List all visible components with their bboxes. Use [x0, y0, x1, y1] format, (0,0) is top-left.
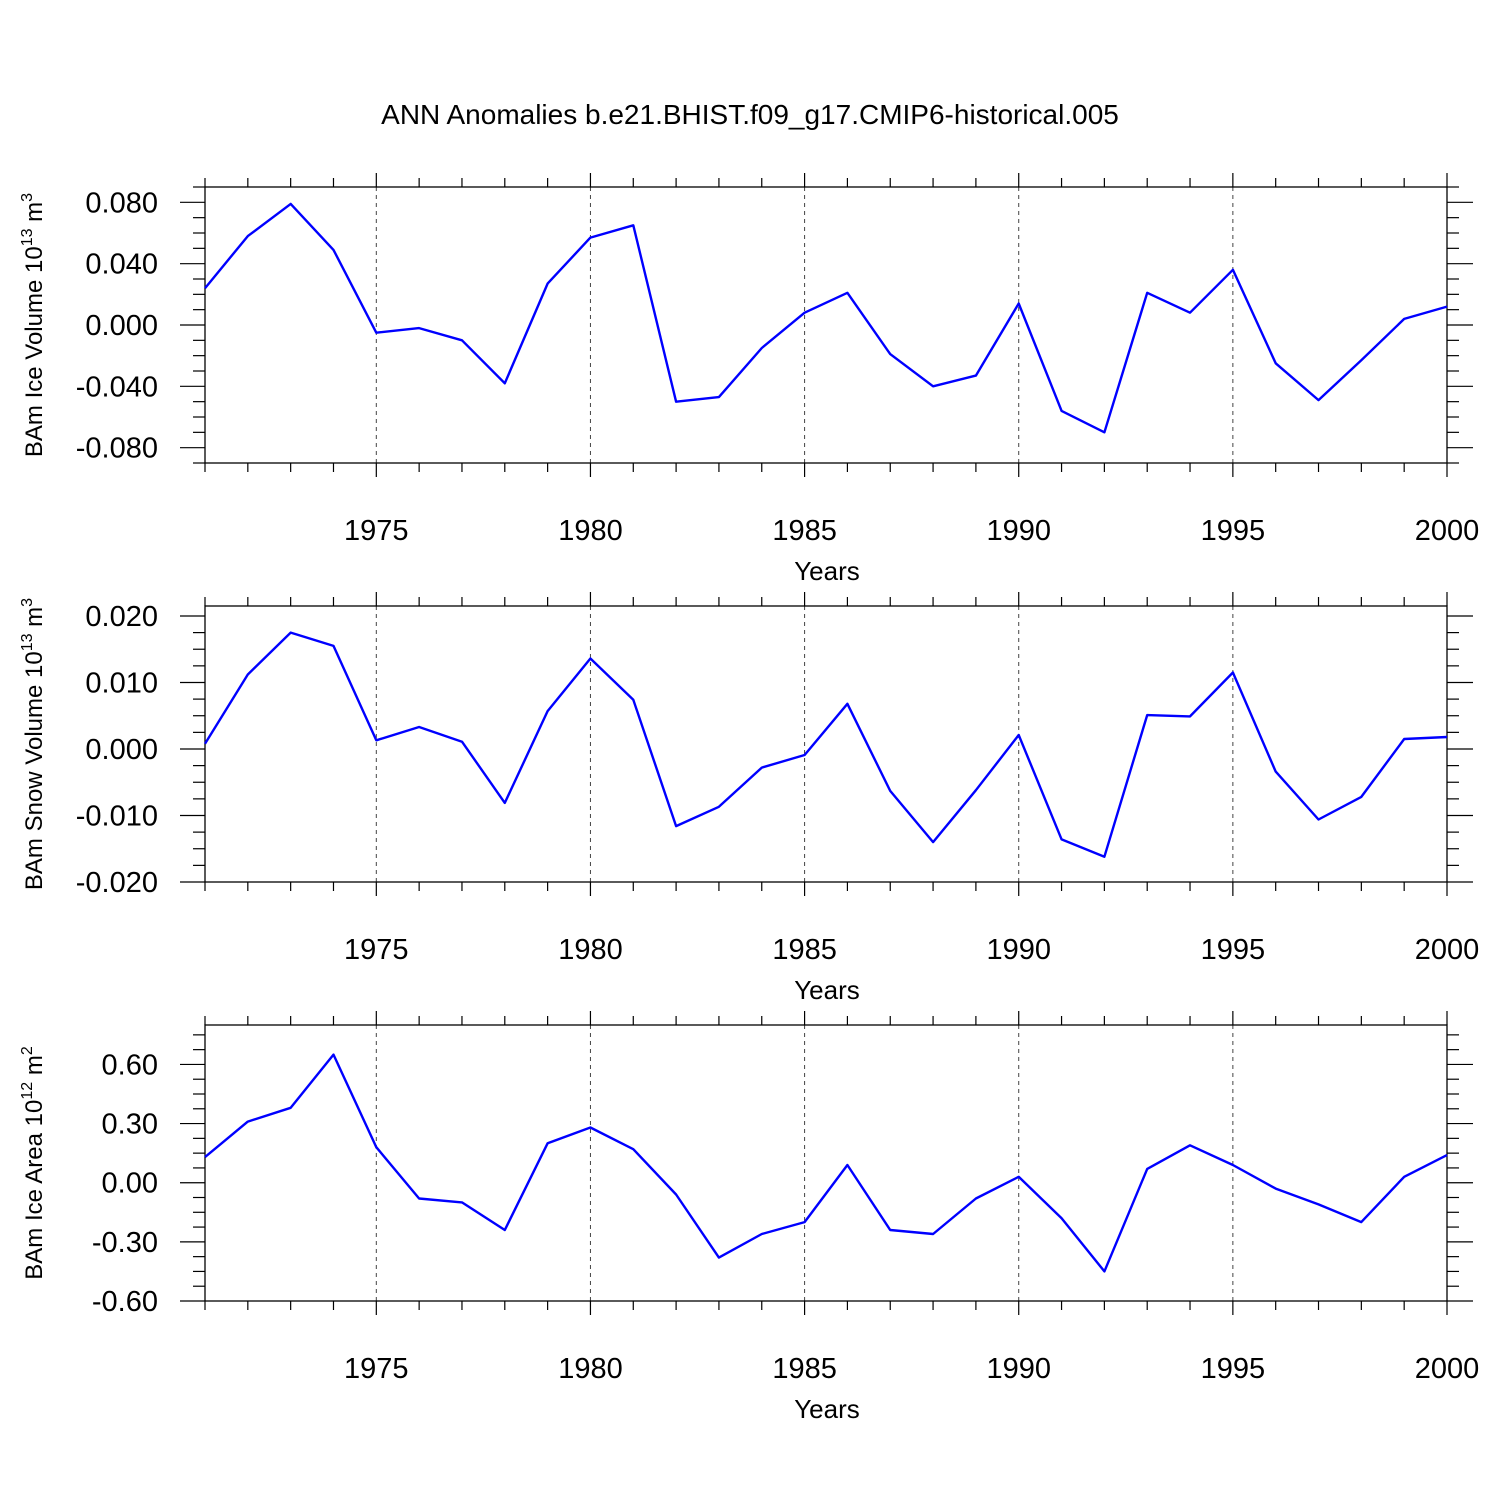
x-axis-label: Years: [794, 556, 860, 586]
y-tick-label: -0.010: [76, 800, 158, 832]
panel-1: -0.080 -0.040 0.000 0.040 0.080 1975 1980 1985 1…: [19, 173, 1479, 586]
series-line: [203, 631, 1448, 858]
series-line: [204, 1053, 1448, 1273]
y-tick-label: -0.040: [76, 371, 158, 403]
plot-frame: [204, 605, 1448, 883]
y-axis-label: BAm Ice Area 1012 m2: [19, 1046, 48, 1280]
y-tick-label: 0.040: [85, 249, 158, 281]
x-tick-label: 2000: [1415, 1353, 1480, 1385]
y-tick-label: 0.00: [102, 1168, 158, 1200]
x-tick-label: 1990: [986, 934, 1051, 966]
series-line: [204, 202, 1448, 434]
x-tick-label: 2000: [1415, 934, 1480, 966]
x-tick-label: 1995: [1201, 934, 1266, 966]
y-tick-label: 0.010: [85, 667, 158, 699]
y-tick-label: 0.000: [85, 734, 158, 766]
x-tick-label: 1995: [1201, 1353, 1266, 1385]
plot-frame: [204, 186, 1448, 464]
x-tick-label: 1990: [986, 1353, 1051, 1385]
y-tick-label: 0.020: [85, 601, 158, 633]
x-tick-label: 1975: [344, 934, 409, 966]
x-tick-label: 1980: [558, 515, 623, 547]
y-axis-label: BAm Ice Volume 1013 m3: [19, 193, 48, 457]
y-tick-label: 0.080: [85, 187, 158, 219]
x-tick-label: 1975: [344, 515, 409, 547]
x-tick-label: 1985: [772, 934, 837, 966]
x-tick-label: 1980: [558, 1353, 623, 1385]
x-tick-label: 1975: [344, 1353, 409, 1385]
x-tick-label: 1980: [558, 934, 623, 966]
y-tick-label: -0.30: [92, 1227, 158, 1259]
y-tick-label: 0.60: [102, 1049, 158, 1081]
x-axis-label: Years: [794, 975, 860, 1005]
plot-frame: [204, 1024, 1448, 1302]
x-tick-label: 1990: [986, 515, 1051, 547]
y-tick-label: 0.30: [102, 1109, 158, 1141]
x-axis-label: Years: [794, 1394, 860, 1424]
x-tick-label: 1995: [1201, 515, 1266, 547]
x-tick-label: 1985: [772, 515, 837, 547]
chart-title: ANN Anomalies b.e21.BHIST.f09_g17.CMIP6-…: [381, 99, 1119, 130]
y-axis-label: BAm Snow Volume 1013 m3: [19, 598, 48, 890]
x-tick-label: 2000: [1415, 515, 1480, 547]
y-tick-label: 0.000: [85, 310, 158, 342]
y-tick-label: -0.020: [76, 867, 158, 899]
x-tick-label: 1985: [772, 1353, 837, 1385]
y-tick-label: -0.60: [92, 1286, 158, 1318]
panel-2: -0.020 -0.010 0.000 0.010 0.020 1975 1980 1985 1…: [19, 592, 1479, 1005]
panel-3: -0.60 -0.30 0.00 0.30 0.60 1975 1980 1985 1990 19…: [19, 1011, 1479, 1424]
y-tick-label: -0.080: [76, 433, 158, 465]
